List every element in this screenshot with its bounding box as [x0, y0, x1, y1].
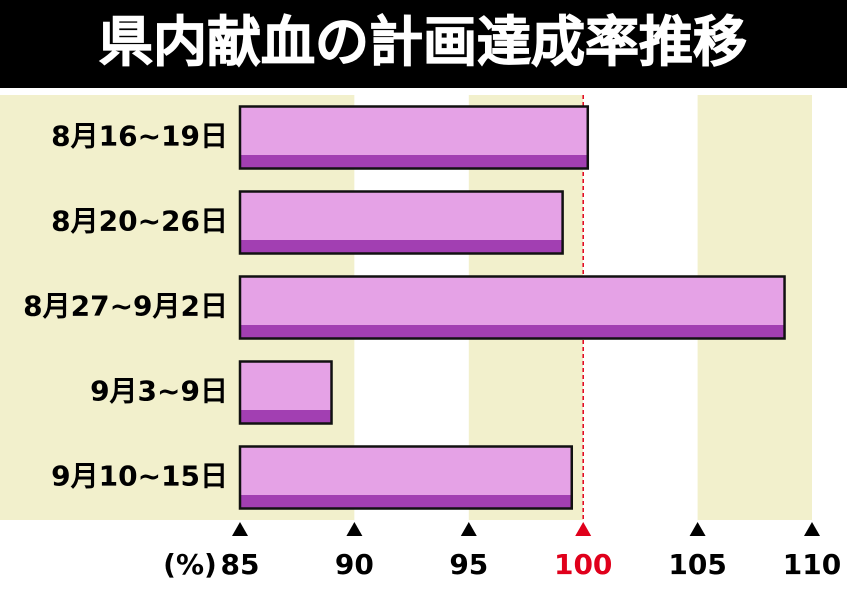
x-tick-label: 100: [554, 548, 612, 581]
tick-mark: [689, 522, 706, 536]
bar: [238, 105, 590, 170]
bar: [238, 275, 786, 340]
x-tick-label: 110: [783, 548, 841, 581]
tick-mark: [460, 522, 477, 536]
y-tick-label: 8月27~9月2日: [23, 290, 228, 323]
x-tick-label: 85: [221, 548, 260, 581]
y-tick-label: 9月10~15日: [51, 460, 228, 493]
background-band: [812, 95, 830, 520]
chart-title: 県内献血の計画達成率推移: [99, 11, 747, 74]
x-tick-label: 90: [335, 548, 374, 581]
plot-area: 85 90 95 100 105 110: [0, 95, 841, 581]
tick-mark: [232, 522, 248, 536]
bar: [238, 445, 574, 510]
tick-mark: [346, 522, 363, 536]
unit-label: (%): [163, 548, 217, 581]
y-tick-label: 9月3~9日: [90, 375, 228, 408]
bar: [238, 360, 333, 425]
x-tick-label: 105: [668, 548, 726, 581]
y-tick-label: 8月20~26日: [51, 205, 228, 238]
tick-mark: [575, 522, 592, 536]
y-tick-label: 8月16~19日: [51, 120, 228, 153]
background-band: [0, 95, 240, 520]
x-tick-label: 95: [449, 548, 488, 581]
tick-mark: [804, 522, 820, 536]
title-bar: [0, 0, 847, 88]
bar: [238, 190, 564, 255]
